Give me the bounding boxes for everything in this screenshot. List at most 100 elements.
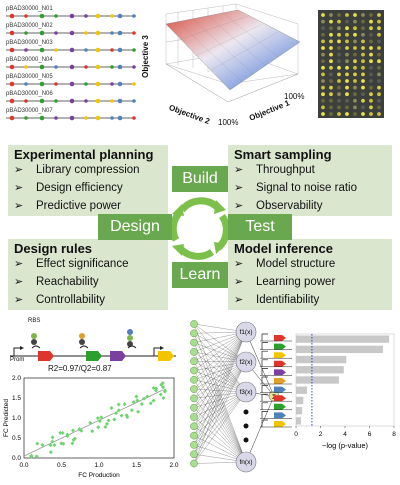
network-edge bbox=[193, 331, 247, 427]
network-edge bbox=[193, 331, 247, 455]
data-point bbox=[40, 443, 45, 448]
plate-well bbox=[361, 112, 365, 116]
promoter-glyph bbox=[261, 385, 268, 393]
construct-part bbox=[110, 82, 114, 86]
promoter-glyph bbox=[261, 342, 268, 350]
construct-part bbox=[84, 65, 88, 69]
network-edge bbox=[193, 331, 247, 399]
data-point bbox=[160, 381, 165, 386]
plate-well bbox=[321, 59, 325, 64]
plate-well bbox=[369, 13, 373, 17]
objective-1-pct: 100% bbox=[284, 92, 305, 101]
construct-part bbox=[132, 99, 136, 103]
plate-well bbox=[321, 85, 325, 90]
plate-well bbox=[377, 72, 381, 77]
network-edge bbox=[193, 342, 247, 463]
network-edge bbox=[193, 407, 247, 463]
construct-part bbox=[69, 81, 75, 87]
data-point bbox=[116, 408, 121, 413]
data-point bbox=[79, 428, 84, 433]
plate-well bbox=[377, 32, 381, 37]
plate-well bbox=[353, 26, 357, 31]
network-edge bbox=[193, 351, 247, 393]
panel-design-rules: Design rules ➢ Effect significance ➢ Reach… bbox=[8, 239, 168, 310]
network-edge bbox=[193, 391, 247, 427]
plate-well bbox=[337, 65, 341, 70]
plate-well bbox=[329, 59, 333, 64]
list-item: ➢ Design efficiency bbox=[14, 182, 123, 194]
plate-well bbox=[353, 112, 357, 116]
plate-well bbox=[353, 59, 357, 64]
plate-well bbox=[353, 85, 357, 90]
network-edge bbox=[193, 361, 247, 445]
construct-part bbox=[110, 99, 114, 103]
plate-well bbox=[353, 98, 357, 103]
construct-part bbox=[24, 99, 28, 103]
network-edge bbox=[193, 331, 247, 408]
plate-well bbox=[345, 72, 349, 77]
list-item: ➢ Predictive power bbox=[14, 200, 122, 212]
data-point bbox=[154, 386, 159, 391]
construct-name: pBAD30000_N01 bbox=[6, 6, 53, 12]
x-tick-label: 1.5 bbox=[132, 462, 141, 469]
plate-well bbox=[361, 26, 365, 31]
plate-well bbox=[345, 85, 349, 90]
plate-well bbox=[321, 52, 325, 57]
hidden-node-label: f3(x) bbox=[240, 389, 253, 396]
input-node bbox=[190, 357, 198, 366]
plate-well bbox=[369, 26, 373, 31]
construct-part bbox=[110, 31, 114, 35]
plate-well bbox=[369, 52, 373, 57]
plate-well bbox=[345, 79, 349, 83]
plate-well bbox=[369, 39, 373, 44]
data-point bbox=[88, 420, 93, 425]
plate-well bbox=[321, 65, 325, 70]
build-label: Build bbox=[172, 166, 228, 192]
network-edge bbox=[193, 361, 247, 436]
plate-well bbox=[369, 98, 373, 103]
plate-well bbox=[337, 92, 341, 97]
construct-part bbox=[9, 115, 15, 121]
x-tick-label: 0 bbox=[294, 431, 298, 438]
construct-name: pBAD30000_N07 bbox=[6, 108, 53, 114]
network-edge bbox=[193, 361, 247, 408]
network-edge bbox=[193, 361, 247, 399]
input-node bbox=[190, 320, 198, 328]
construct-part bbox=[24, 65, 28, 69]
panel-experimental-planning: Experimental planning ➢ Library compressi… bbox=[8, 145, 168, 216]
network-edge bbox=[193, 416, 247, 463]
data-point bbox=[134, 394, 139, 399]
list-item: ➢ Learning power bbox=[234, 276, 336, 288]
part-glyph bbox=[274, 403, 286, 410]
plate-well bbox=[321, 105, 325, 110]
plate-well bbox=[329, 85, 333, 90]
promoter-glyph bbox=[261, 350, 268, 359]
panel-model-inference: Model inference ➢ Model structure ➢ Learni… bbox=[228, 239, 392, 310]
plate-well bbox=[329, 19, 333, 24]
plate-well bbox=[321, 112, 325, 116]
part-glyph bbox=[274, 421, 286, 427]
x-axis-label: −log (p-value) bbox=[322, 441, 369, 450]
network-edge bbox=[193, 391, 247, 445]
plate-well bbox=[369, 32, 373, 37]
data-point bbox=[142, 396, 147, 401]
plate-well bbox=[361, 105, 365, 110]
ellipsis-dot bbox=[243, 423, 249, 429]
data-point bbox=[159, 382, 164, 387]
data-point bbox=[97, 419, 102, 424]
network-edge bbox=[245, 395, 275, 463]
plate-well bbox=[377, 46, 381, 50]
network-edge bbox=[193, 331, 247, 371]
scatter-frame bbox=[23, 377, 175, 459]
network-edge bbox=[193, 361, 247, 463]
data-point bbox=[136, 409, 141, 414]
input-node bbox=[190, 441, 198, 449]
promoter-glyph bbox=[261, 402, 268, 410]
dbtl-cycle-arrows bbox=[160, 190, 240, 266]
construct-part bbox=[69, 64, 75, 70]
neural-network: f1(x)f2(x)f3(x)fn(x)Σ bbox=[184, 316, 282, 476]
r2-label: R2=0.97/Q2=0.87 bbox=[48, 364, 112, 373]
data-point bbox=[158, 392, 163, 397]
part-glyph bbox=[274, 369, 286, 376]
data-point bbox=[29, 453, 34, 458]
